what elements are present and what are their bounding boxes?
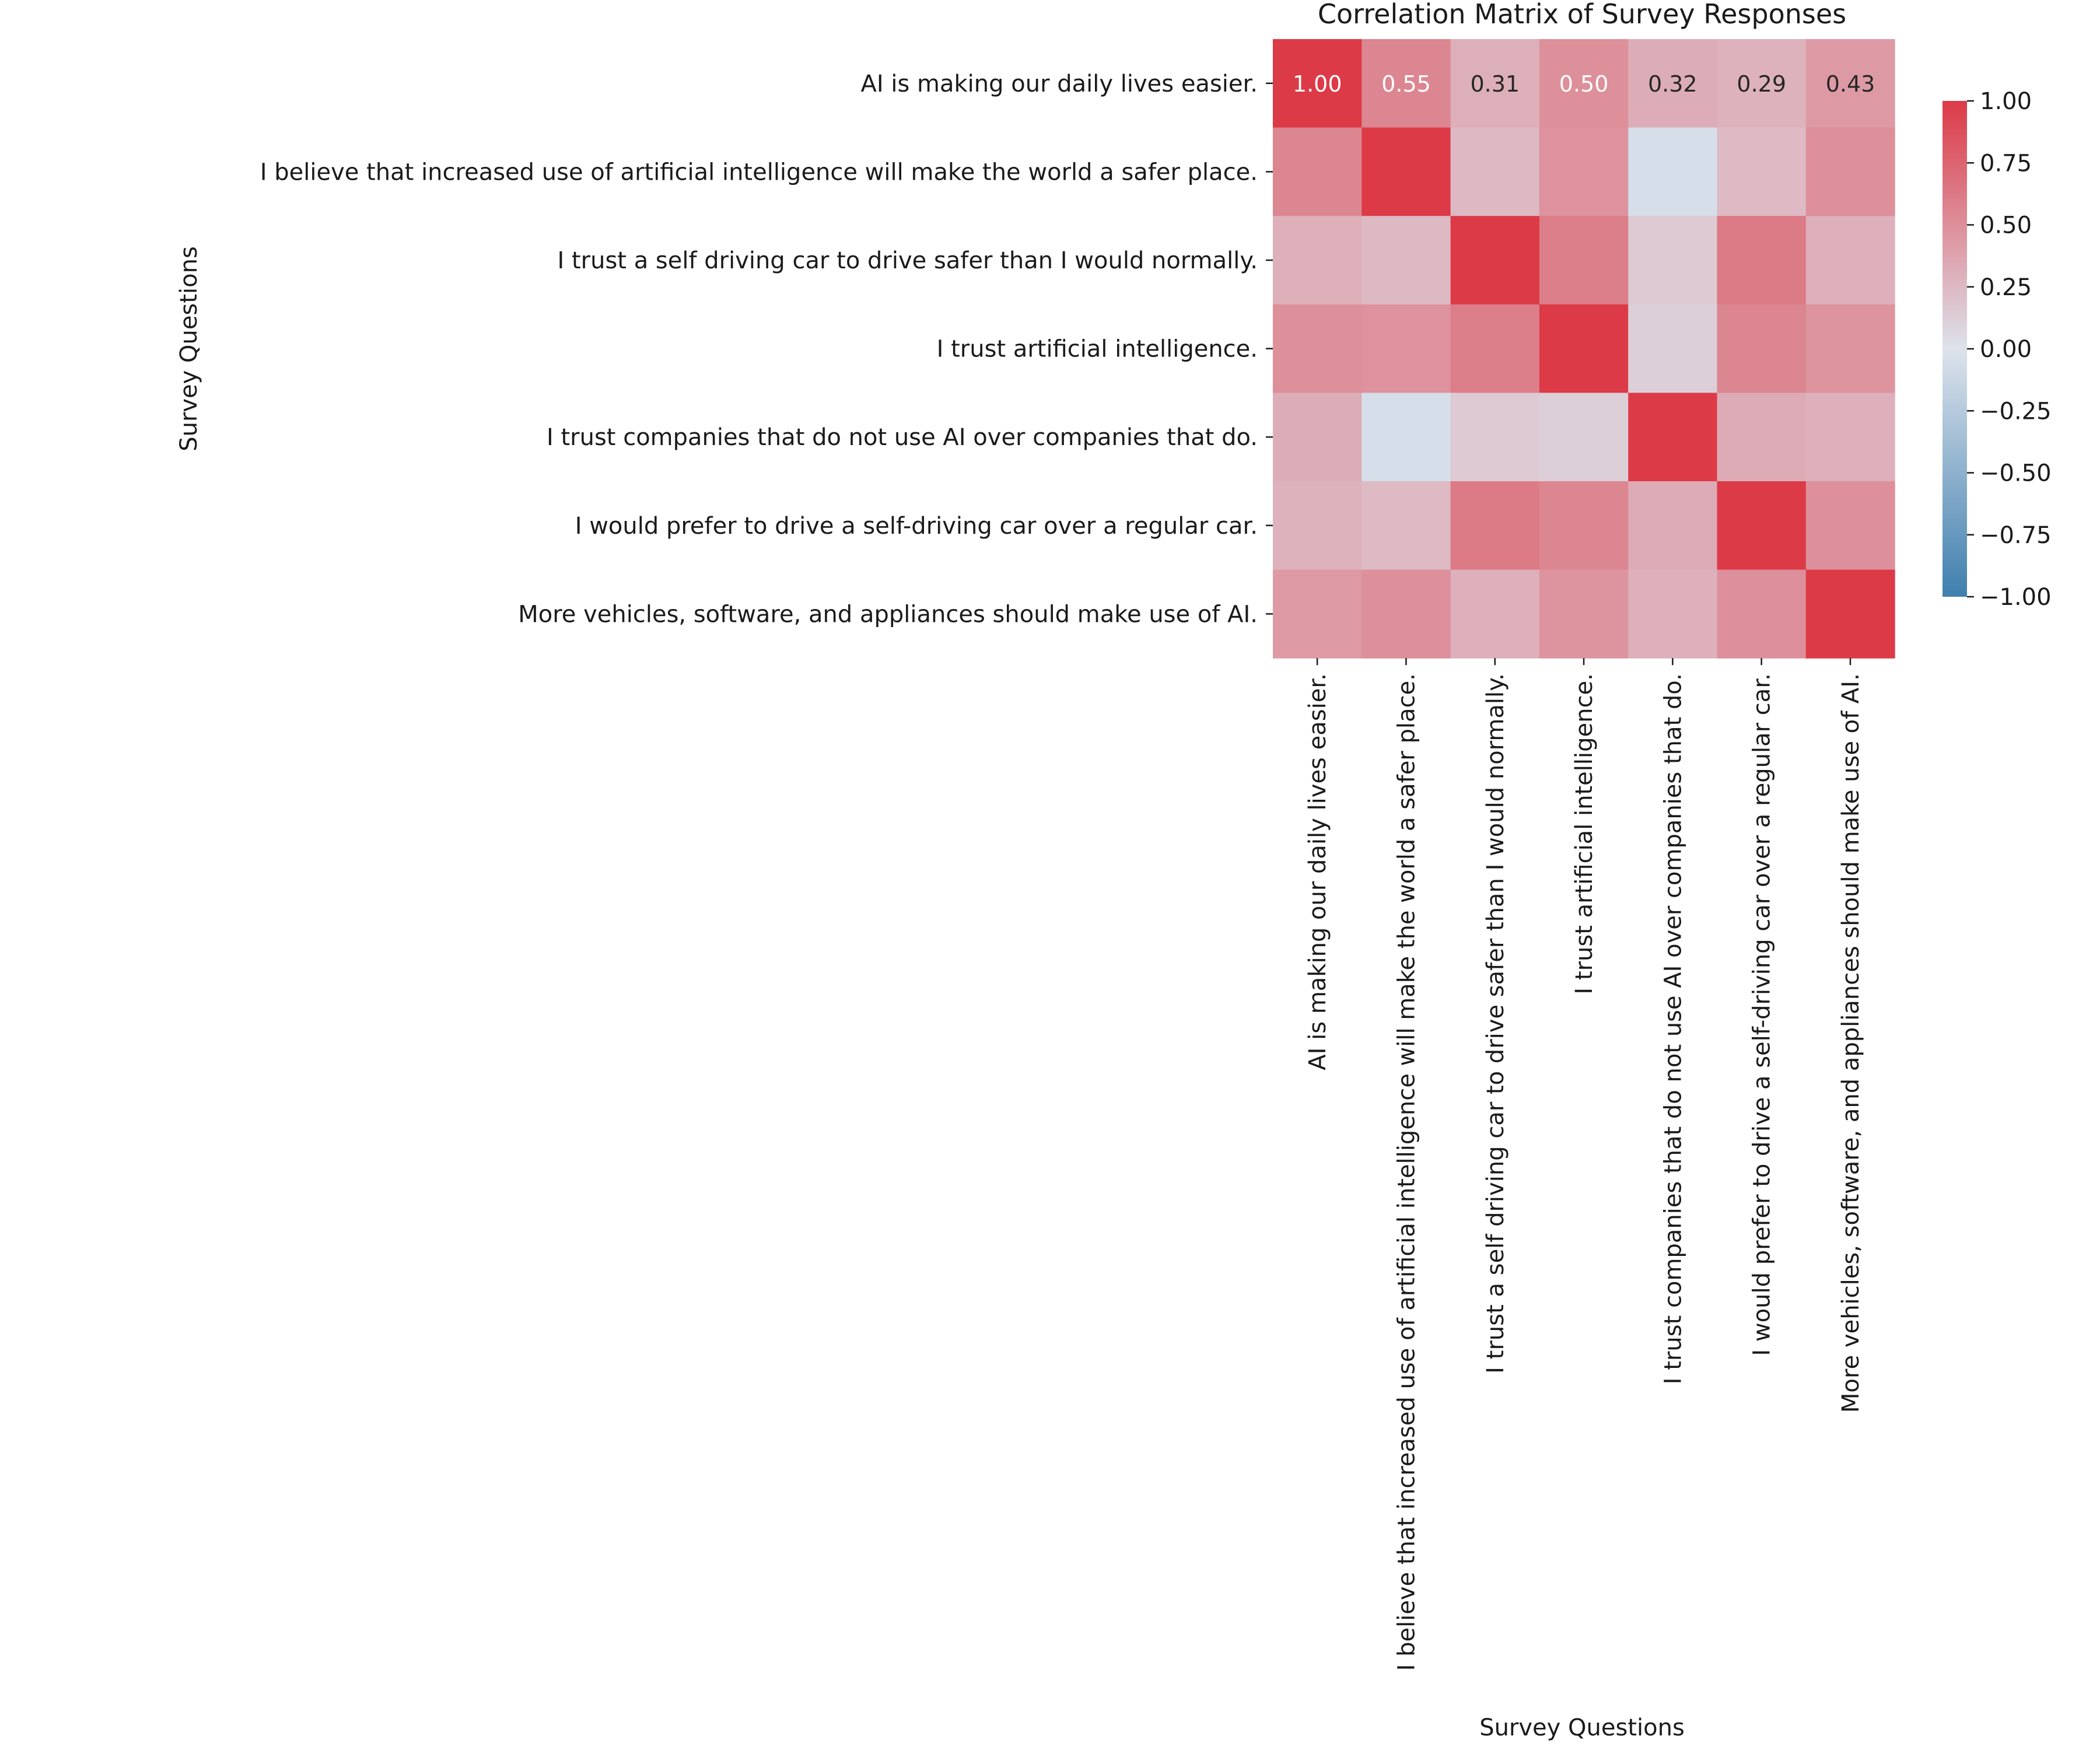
colorbar-tick-label: −0.50 xyxy=(1980,460,2052,487)
heatmap-cell xyxy=(1539,39,1629,128)
cell-annotation: 0.32 xyxy=(1648,71,1698,97)
heatmap-cell xyxy=(1717,569,1807,659)
cell-annotation: 0.31 xyxy=(1470,71,1520,97)
heatmap-cell xyxy=(1273,127,1362,216)
cell-annotation: 0.50 xyxy=(1559,71,1609,97)
heatmap-cell xyxy=(1362,393,1451,482)
heatmap-cell xyxy=(1273,39,1362,128)
heatmap-cell xyxy=(1362,304,1451,393)
heatmap-cell xyxy=(1628,39,1718,128)
y-tick-label: AI is making our daily lives easier. xyxy=(861,71,1258,97)
y-tick-label: I trust a self driving car to drive safe… xyxy=(557,247,1258,274)
heatmap-cell xyxy=(1805,216,1895,305)
cell-annotation: 0.55 xyxy=(1381,71,1431,97)
x-tick-label: I trust a self driving car to drive safe… xyxy=(1482,673,1509,1374)
heatmap-cell xyxy=(1628,304,1718,393)
colorbar-tick-label: 0.50 xyxy=(1980,212,2032,239)
heatmap-cell xyxy=(1805,393,1895,482)
heatmap-cell xyxy=(1362,39,1451,128)
heatmap-cell xyxy=(1539,127,1629,216)
heatmap-cell xyxy=(1628,481,1718,570)
heatmap-cell xyxy=(1717,304,1807,393)
x-tick-label: I would prefer to drive a self-driving c… xyxy=(1749,673,1776,1356)
heatmap-cell xyxy=(1628,216,1718,305)
y-tick-label: I would prefer to drive a self-driving c… xyxy=(575,513,1258,540)
x-tick-labels: AI is making our daily lives easier. I be… xyxy=(1304,658,1864,1671)
y-tick-label: I trust companies that do not use AI ove… xyxy=(547,424,1258,451)
x-axis-label: Survey Questions xyxy=(1479,1714,1685,1741)
y-tick-labels: AI is making our daily lives easier. I be… xyxy=(260,71,1273,628)
heatmap-cell xyxy=(1450,127,1540,216)
y-axis-label: Survey Questions xyxy=(176,246,202,452)
heatmap-cell xyxy=(1805,481,1895,570)
heatmap-cell xyxy=(1362,481,1451,570)
colorbar: 1.00 0.75 0.50 0.25 0.00 −0.25 −0.50 −0.75 −1.00 xyxy=(1943,88,2052,611)
heatmap-cell xyxy=(1539,481,1629,570)
heatmap-cell xyxy=(1805,39,1895,128)
heatmap-cell xyxy=(1717,393,1807,482)
x-tick-label: I trust artificial intelligence. xyxy=(1571,673,1598,994)
heatmap-cell xyxy=(1450,39,1540,128)
heatmap-cell xyxy=(1273,216,1362,305)
cell-annotation: 0.29 xyxy=(1737,71,1786,97)
heatmap-cell xyxy=(1450,304,1540,393)
heatmap-cell xyxy=(1450,216,1540,305)
heatmap-cell xyxy=(1805,304,1895,393)
colorbar-tick-label: 0.00 xyxy=(1980,336,2032,363)
heatmap-cell xyxy=(1539,569,1629,659)
cell-annotation: 0.43 xyxy=(1826,71,1875,97)
heatmap-cell xyxy=(1717,39,1807,128)
colorbar-tick-label: −1.00 xyxy=(1980,584,2052,611)
heatmap-cell xyxy=(1539,216,1629,305)
heatmap-cell xyxy=(1628,393,1718,482)
heatmap-cell xyxy=(1717,127,1807,216)
heatmap-cell xyxy=(1628,569,1718,659)
y-tick-label: I believe that increased use of artifici… xyxy=(260,159,1258,186)
heatmap-cell xyxy=(1450,569,1540,659)
heatmap-cell xyxy=(1273,393,1362,482)
colorbar-tick-label: −0.75 xyxy=(1980,522,2052,549)
x-tick-label: AI is making our daily lives easier. xyxy=(1304,673,1331,1070)
heatmap-cell xyxy=(1717,216,1807,305)
colorbar-gradient xyxy=(1943,101,1967,597)
heatmap-cell xyxy=(1273,304,1362,393)
heatmap-cell xyxy=(1362,569,1451,659)
heatmap-cell xyxy=(1273,569,1362,659)
heatmap-cell xyxy=(1805,127,1895,216)
x-tick-label: More vehicles, software, and appliances … xyxy=(1838,673,1864,1413)
cell-annotation: 1.00 xyxy=(1293,71,1342,97)
y-tick-label: I trust artificial intelligence. xyxy=(937,336,1258,363)
heatmap-cell xyxy=(1450,481,1540,570)
heatmap-cell xyxy=(1717,481,1807,570)
x-tick-label: I trust companies that do not use AI ove… xyxy=(1660,673,1686,1384)
heatmap-cell xyxy=(1805,569,1895,659)
heatmap-cell xyxy=(1362,216,1451,305)
heatmap-cells: 1.00 0.55 0.31 0.50 0.32 0.29 0.43 xyxy=(1273,39,1895,659)
heatmap-cell xyxy=(1450,393,1540,482)
x-tick-label: I believe that increased use of artifici… xyxy=(1394,673,1420,1671)
chart-title: Correlation Matrix of Survey Responses xyxy=(1318,0,1846,30)
heatmap-cell xyxy=(1539,304,1629,393)
y-tick-label: More vehicles, software, and appliances … xyxy=(518,601,1258,628)
colorbar-tick-label: 1.00 xyxy=(1980,88,2032,115)
heatmap-cell xyxy=(1362,127,1451,216)
colorbar-tick-label: 0.75 xyxy=(1980,150,2032,177)
colorbar-tick-label: −0.25 xyxy=(1980,398,2052,425)
heatmap-cell xyxy=(1539,393,1629,482)
heatmap-cell xyxy=(1273,481,1362,570)
heatmap-cell xyxy=(1628,127,1718,216)
colorbar-tick-label: 0.25 xyxy=(1980,274,2032,301)
